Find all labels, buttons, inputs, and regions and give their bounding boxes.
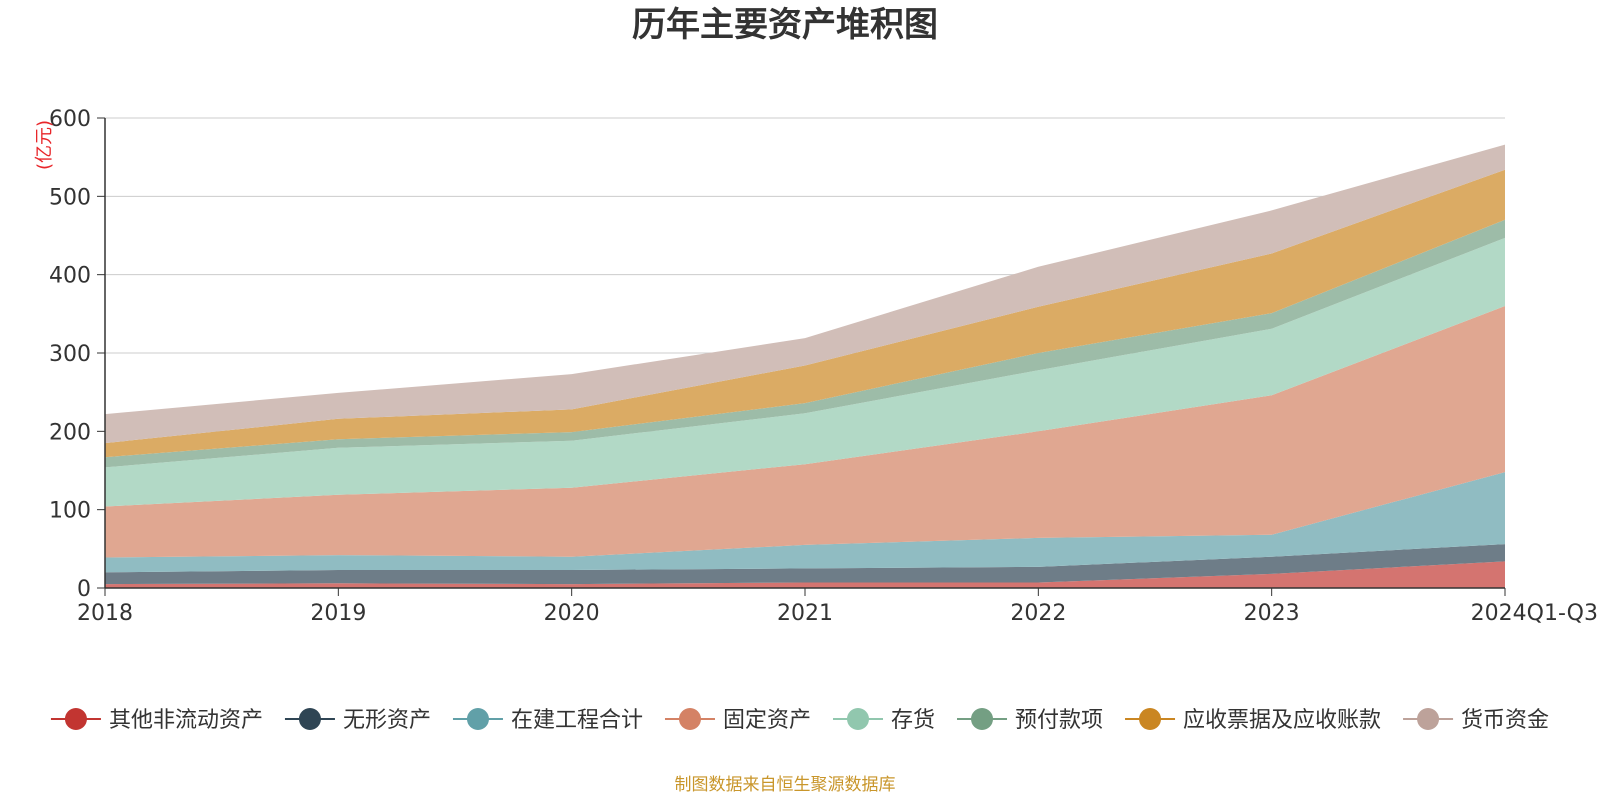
legend-label: 存货 <box>891 708 935 733</box>
x-tick-label: 2019 <box>310 601 366 626</box>
area-series-6 <box>105 169 1505 458</box>
legend-circle-icon <box>971 708 994 730</box>
legend-label: 货币资金 <box>1461 708 1549 733</box>
y-axis: 0 100 200 300 400 500 600 <box>49 107 105 602</box>
legend-circle-icon <box>64 708 87 730</box>
legend-item-4: 存货 <box>833 708 935 733</box>
legend-circle-icon <box>847 708 869 730</box>
legend-item-5: 预付款项 <box>957 708 1103 733</box>
x-tick-label: 2022 <box>1010 601 1066 626</box>
legend: 其他非流动资产 无形资产 在建工程合计 固定资产 存货 预付款项 应收票据及应收账款 货币资金 <box>50 708 1549 733</box>
area-series-4 <box>105 237 1505 507</box>
y-tick-label: 400 <box>49 264 91 289</box>
legend-circle-icon <box>1139 708 1162 730</box>
legend-item-3: 固定资产 <box>664 708 811 733</box>
x-tick-label: 2021 <box>777 601 833 626</box>
legend-circle-icon <box>466 708 489 730</box>
y-tick-label: 100 <box>49 499 91 524</box>
legend-circle-icon <box>298 708 321 730</box>
legend-label: 固定资产 <box>723 708 811 733</box>
legend-item-2: 在建工程合计 <box>452 708 643 733</box>
legend-item-6: 应收票据及应收账款 <box>1125 708 1381 733</box>
y-tick-label: 600 <box>49 107 91 132</box>
area-series-7 <box>105 144 1505 444</box>
legend-label: 在建工程合计 <box>511 708 643 733</box>
area-series <box>105 144 1505 588</box>
y-tick-label: 0 <box>77 577 91 602</box>
legend-item-0: 其他非流动资产 <box>50 708 263 733</box>
legend-label: 预付款项 <box>1015 708 1103 733</box>
y-tick-label: 300 <box>49 342 91 367</box>
legend-circle-icon <box>1417 708 1440 730</box>
legend-label: 其他非流动资产 <box>109 708 263 733</box>
y-tick-label: 200 <box>49 420 91 445</box>
x-tick-label: 2020 <box>544 601 600 626</box>
area-series-3 <box>105 306 1505 558</box>
legend-label: 应收票据及应收账款 <box>1183 708 1381 733</box>
legend-circle-icon <box>678 708 701 730</box>
legend-item-1: 无形资产 <box>284 708 431 733</box>
x-tick-label: 2018 <box>77 601 133 626</box>
legend-item-7: 货币资金 <box>1403 708 1549 733</box>
area-series-1 <box>105 544 1505 585</box>
y-tick-label: 500 <box>49 185 91 210</box>
source-note: 制图数据来自恒生聚源数据库 <box>675 775 896 795</box>
x-tick-label: 2023 <box>1244 601 1300 626</box>
x-tick-label: 2024Q1-Q3 <box>1471 601 1598 626</box>
chart-title: 历年主要资产堆积图 <box>632 5 938 45</box>
area-series-2 <box>105 472 1505 573</box>
x-axis: 2018 2019 2020 2021 2022 2023 2024Q1-Q3 <box>77 588 1598 626</box>
area-series-0 <box>105 561 1505 588</box>
y-axis-unit: (亿元) <box>34 120 55 170</box>
legend-label: 无形资产 <box>343 708 431 733</box>
